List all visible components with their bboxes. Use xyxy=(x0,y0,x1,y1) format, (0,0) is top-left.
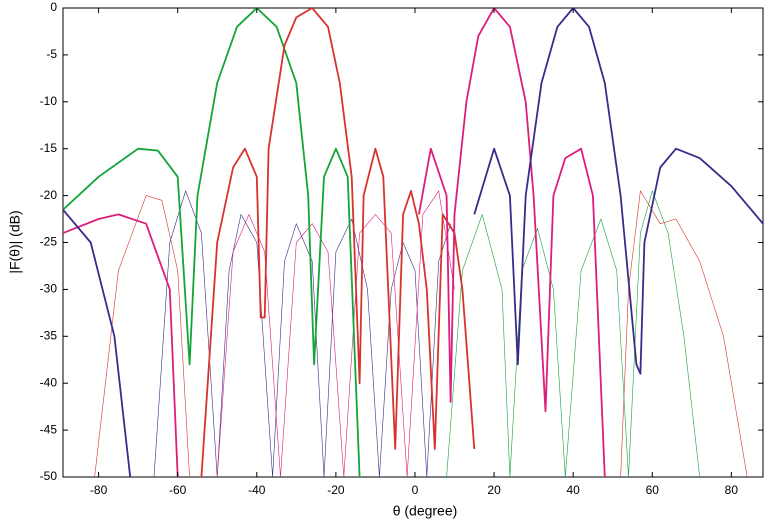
y-axis-label: |F(θ)| (dB) xyxy=(7,210,23,273)
series-line xyxy=(63,8,763,477)
x-tick-label: -60 xyxy=(169,483,187,497)
series-line xyxy=(216,190,455,477)
y-tick-label: -15 xyxy=(40,141,58,155)
y-tick-label: -10 xyxy=(40,94,58,108)
x-tick-label: -20 xyxy=(327,483,345,497)
plot-frame xyxy=(62,7,764,478)
series-line xyxy=(200,8,476,477)
series-line xyxy=(63,8,606,477)
y-tick-label: -30 xyxy=(40,282,58,296)
x-tick-label: 20 xyxy=(487,483,501,497)
x-tick-label: 60 xyxy=(646,483,660,497)
x-tick-label: -40 xyxy=(248,483,266,497)
y-tick-label: -50 xyxy=(40,469,58,483)
y-tick-label: -5 xyxy=(46,47,57,61)
series-line xyxy=(94,190,748,477)
x-tick-label: 0 xyxy=(412,483,419,497)
series-line xyxy=(446,190,700,477)
y-tick-label: -25 xyxy=(40,235,58,249)
x-tick-label: 40 xyxy=(566,483,580,497)
x-tick-label: -80 xyxy=(90,483,108,497)
y-tick-label: -20 xyxy=(40,188,58,202)
x-tick-label: 80 xyxy=(725,483,739,497)
y-tick-label: -35 xyxy=(40,328,58,342)
series-line xyxy=(63,8,361,477)
y-tick-label: -40 xyxy=(40,375,58,389)
lines xyxy=(63,8,763,477)
y-tick-label: -45 xyxy=(40,422,58,436)
series-line xyxy=(153,190,451,477)
y-tick-label: 0 xyxy=(50,0,57,14)
x-axis-label: θ (degree) xyxy=(393,503,458,519)
